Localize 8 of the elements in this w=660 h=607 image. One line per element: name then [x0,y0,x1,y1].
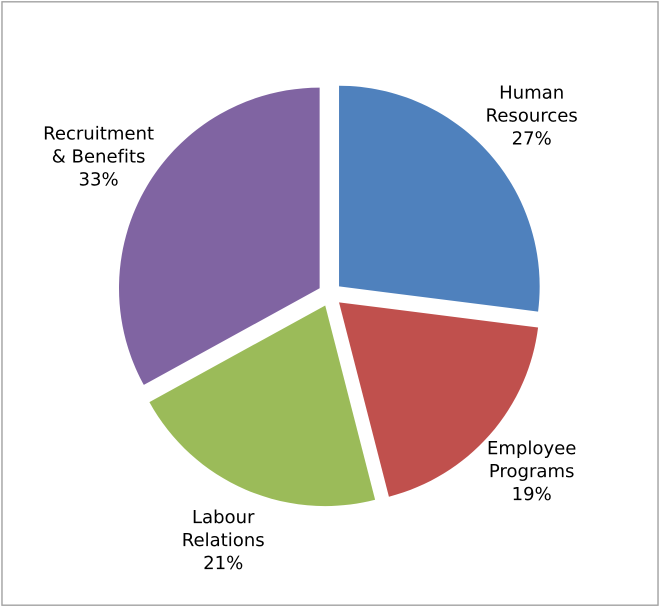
data-label: 33% [80,172,118,186]
slice-label: Recruitment & Benefits [44,126,154,163]
slice-label: Employee Programs [488,440,576,481]
slice-label: Human Resources [487,85,577,122]
data-label: 27% [512,131,551,145]
data-label: 19% [514,486,551,500]
slice-label: Labour Relations [184,509,264,546]
data-label: 21% [204,556,242,570]
